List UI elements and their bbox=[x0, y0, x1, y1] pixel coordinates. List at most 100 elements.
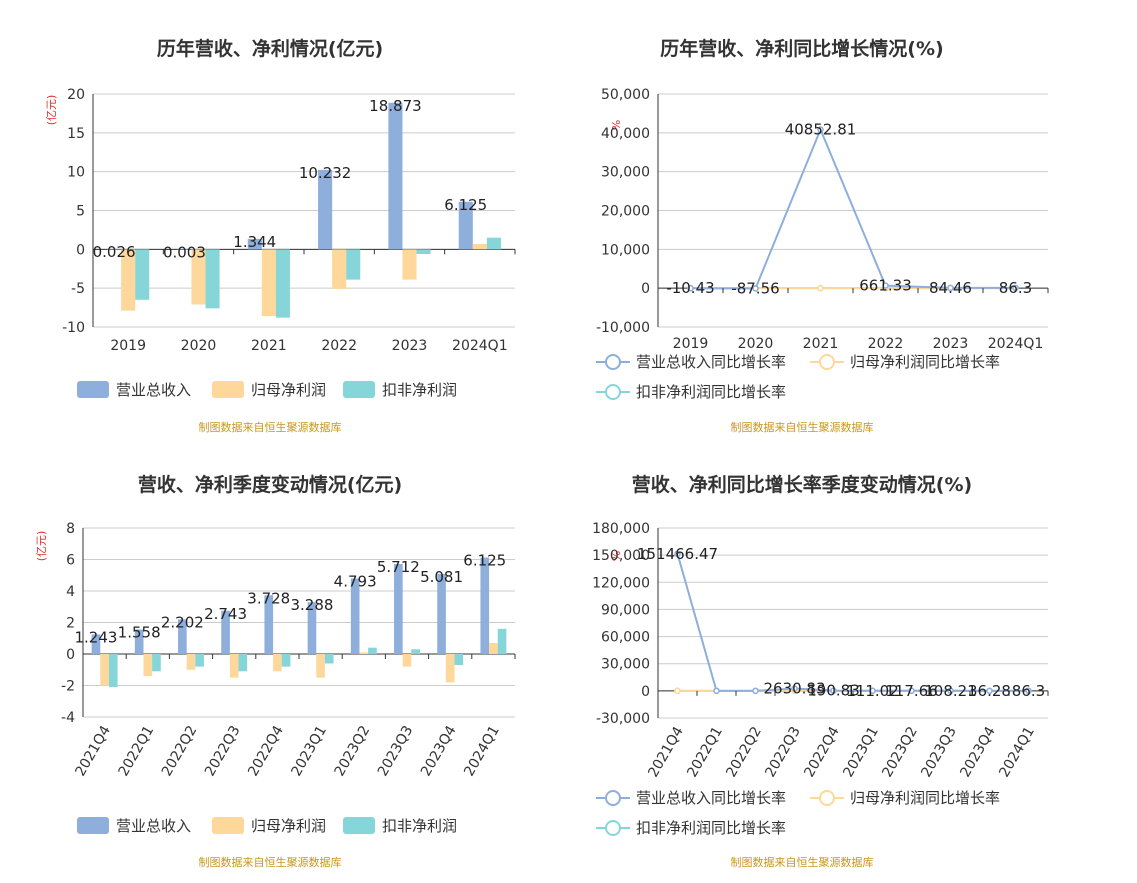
y-tick-label: 150,000 bbox=[592, 548, 650, 564]
legend-marker-net-growth[interactable] bbox=[810, 790, 844, 806]
point-revenue bbox=[882, 282, 889, 289]
legend-label-revenue[interactable]: 营业总收入 bbox=[116, 817, 191, 835]
bar-deducted-profit bbox=[108, 654, 118, 688]
y-tick-label: 30,000 bbox=[601, 165, 650, 181]
data-label-revenue-growth: 117.66 bbox=[885, 682, 938, 700]
legend: 营业总收入同比增长率 归母净利润同比增长率 扣非净利润同比增长率 bbox=[596, 353, 1000, 401]
data-labels: 151466.47 2630.83190.83111.02117.66108.21… bbox=[637, 545, 1045, 700]
legend-marker-revenue-growth[interactable] bbox=[596, 790, 630, 806]
x-axis-ticks: 2019 2020 2021 2022 2023 2024Q1 bbox=[657, 288, 1049, 352]
y-tick-label: 0 bbox=[641, 684, 650, 700]
bar-deducted-profit bbox=[281, 654, 291, 667]
legend-label-net-profit[interactable]: 归母净利润 bbox=[251, 381, 326, 399]
bars bbox=[107, 102, 501, 318]
legend-marker-deducted-growth[interactable] bbox=[596, 384, 630, 400]
y-tick-label: -10 bbox=[62, 320, 85, 336]
source-note: 制图数据来自恒生聚源数据库 bbox=[731, 420, 874, 434]
legend-label-net-growth[interactable]: 归母净利润同比增长率 bbox=[850, 353, 1000, 371]
bar-net-profit bbox=[332, 249, 347, 289]
data-label-revenue-growth: 108.21 bbox=[924, 682, 977, 700]
x-tick-label: 2023Q3 bbox=[918, 724, 960, 780]
y-axis-ticks: -30,000 0 30,000 60,000 90,000 120,000 150,000… bbox=[592, 521, 650, 727]
data-label-revenue-growth: 84.46 bbox=[929, 279, 972, 297]
legend-marker-net-growth[interactable] bbox=[810, 354, 844, 370]
data-labels: 0.026 0.003 1.344 10.232 18.873 6.125 bbox=[93, 97, 488, 262]
bar-deducted-profit bbox=[486, 237, 501, 250]
bar-revenue bbox=[437, 573, 446, 654]
data-labels: -10.43 -87.56 40852.81 661.33 84.46 86.3 bbox=[666, 121, 1032, 298]
legend-swatch-revenue[interactable] bbox=[77, 817, 109, 834]
legend-swatch-deducted-profit[interactable] bbox=[343, 381, 375, 398]
bar-deducted-profit bbox=[195, 654, 204, 667]
y-tick-label: 60,000 bbox=[601, 630, 650, 646]
y-tick-label: 0 bbox=[66, 647, 75, 663]
legend: 营业总收入 归母净利润 扣非净利润 bbox=[77, 381, 457, 399]
y-axis-unit: (亿元) bbox=[35, 531, 48, 562]
legend-label-deducted-growth[interactable]: 扣非净利润同比增长率 bbox=[636, 383, 786, 401]
x-tick-label: 2023Q2 bbox=[332, 723, 374, 779]
x-tick-label: 2022Q2 bbox=[723, 724, 765, 780]
x-tick-label: 2021 bbox=[803, 336, 839, 352]
legend-label-deducted-profit[interactable]: 扣非净利润 bbox=[382, 817, 457, 835]
data-label-revenue-growth: 2630.83 bbox=[763, 679, 825, 697]
y-tick-label: 0 bbox=[641, 281, 650, 297]
legend-label-revenue-growth[interactable]: 营业总收入同比增长率 bbox=[636, 789, 786, 807]
bar-net-profit bbox=[316, 654, 325, 678]
x-tick-label: 2021Q4 bbox=[72, 723, 114, 779]
legend-swatch-deducted-profit[interactable] bbox=[343, 817, 375, 834]
point-revenue bbox=[869, 687, 876, 695]
line-revenue bbox=[690, 126, 1016, 290]
source-note: 制图数据来自恒生聚源数据库 bbox=[731, 855, 874, 869]
y-tick-label: 6 bbox=[66, 553, 75, 569]
point-revenue bbox=[947, 284, 954, 292]
legend: 营业总收入同比增长率 归母净利润同比增长率 扣非净利润同比增长率 bbox=[596, 789, 1000, 837]
x-tick-label: 2023Q2 bbox=[879, 724, 921, 780]
bar-deducted-profit bbox=[497, 628, 507, 654]
legend-marker-deducted-growth[interactable] bbox=[596, 820, 630, 836]
chart-title: 营收、净利同比增长率季度变动情况(%) bbox=[632, 473, 972, 496]
legend-label-net-growth[interactable]: 归母净利润同比增长率 bbox=[850, 789, 1000, 807]
data-label-revenue: 2.743 bbox=[204, 605, 247, 623]
x-tick-label: 2021 bbox=[251, 338, 287, 354]
point-revenue bbox=[791, 685, 798, 692]
bar-net-profit bbox=[229, 654, 239, 678]
data-label-revenue: 5.081 bbox=[420, 568, 463, 586]
series-lines bbox=[674, 550, 1032, 695]
legend-swatch-net-profit[interactable] bbox=[212, 381, 244, 398]
x-tick-label: 2024Q1 bbox=[996, 724, 1038, 780]
y-tick-label: 20 bbox=[67, 87, 85, 103]
data-label-revenue-growth: 111.02 bbox=[846, 682, 899, 700]
point-revenue bbox=[752, 687, 759, 695]
bar-net-profit bbox=[100, 654, 109, 686]
bar-deducted-profit bbox=[324, 654, 334, 664]
bar-revenue bbox=[350, 578, 360, 654]
legend-label-net-profit[interactable]: 归母净利润 bbox=[251, 817, 326, 835]
legend-swatch-net-profit[interactable] bbox=[212, 817, 244, 834]
legend-label-revenue-growth[interactable]: 营业总收入同比增长率 bbox=[636, 353, 786, 371]
y-tick-label: 90,000 bbox=[601, 602, 650, 618]
data-label-revenue: 3.728 bbox=[247, 589, 290, 607]
bar-deducted-profit bbox=[454, 654, 464, 666]
data-label-revenue: 4.793 bbox=[334, 573, 377, 591]
x-tick-label: 2023Q1 bbox=[840, 724, 882, 780]
bar-net-profit bbox=[359, 652, 369, 654]
y-tick-label: 50,000 bbox=[601, 87, 650, 103]
legend-label-deducted-growth[interactable]: 扣非净利润同比增长率 bbox=[636, 819, 786, 837]
chart-title: 历年营收、净利同比增长情况(%) bbox=[660, 37, 943, 60]
data-label-revenue-growth: 86.3 bbox=[1012, 682, 1045, 700]
data-label-revenue: 3.288 bbox=[290, 596, 333, 614]
legend-label-deducted-profit[interactable]: 扣非净利润 bbox=[382, 381, 457, 399]
x-tick-label: 2024Q1 bbox=[988, 336, 1044, 352]
bar-revenue bbox=[134, 629, 144, 654]
legend-label-revenue[interactable]: 营业总收入 bbox=[116, 381, 191, 399]
bar-net-profit bbox=[143, 654, 153, 677]
bar-net-profit bbox=[402, 654, 412, 667]
point-net-profit bbox=[817, 284, 824, 292]
legend-marker-revenue-growth[interactable] bbox=[596, 354, 630, 370]
data-label-revenue: 5.712 bbox=[377, 558, 420, 576]
data-label-revenue-growth: 40852.81 bbox=[785, 121, 857, 139]
line-revenue bbox=[676, 553, 1029, 692]
legend-swatch-revenue[interactable] bbox=[77, 381, 109, 398]
bar-net-profit bbox=[402, 249, 417, 280]
